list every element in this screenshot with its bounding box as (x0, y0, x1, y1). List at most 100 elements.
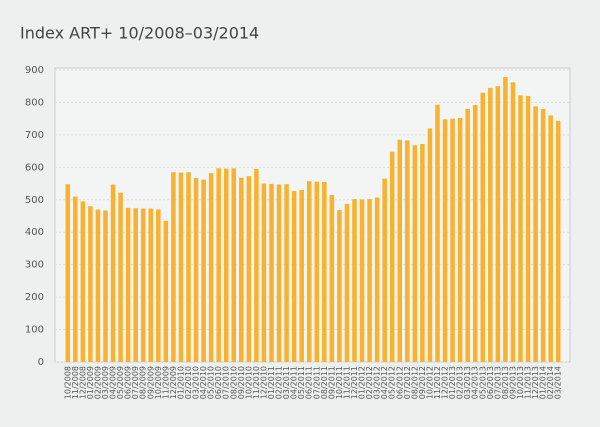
x-tick-label: 01/2010 (176, 366, 185, 399)
bar (450, 118, 455, 363)
bar (186, 172, 191, 362)
x-tick-label: 11/2008 (71, 366, 80, 399)
bar (171, 172, 176, 362)
x-tick-label: 05/2011 (297, 366, 306, 399)
bar (337, 210, 342, 362)
bar (405, 140, 410, 362)
x-tick-label: 04/2013 (471, 366, 480, 399)
bar (480, 92, 486, 362)
x-tick-label: 07/2012 (403, 366, 412, 399)
x-tick-label: 02/2014 (546, 366, 555, 399)
bar (525, 95, 531, 362)
y-tick-label: 200 (25, 292, 44, 303)
x-tick-label: 04/2011 (290, 366, 299, 399)
x-tick-label: 02/2009 (93, 366, 102, 399)
bar (472, 105, 478, 362)
x-tick-label: 11/2010 (252, 366, 261, 399)
bar (148, 208, 154, 362)
x-tick-label: 01/2009 (86, 366, 95, 399)
bar (284, 184, 289, 362)
bar (510, 82, 516, 362)
bar (231, 168, 237, 362)
bar (397, 139, 403, 362)
bar (427, 128, 433, 362)
bar (239, 177, 244, 362)
x-tick-label: 05/2012 (388, 366, 397, 399)
bar (314, 181, 320, 362)
x-tick-label: 12/2011 (350, 366, 359, 399)
x-tick-label: 11/2011 (342, 366, 351, 399)
x-tick-label: 02/2011 (275, 366, 284, 399)
x-tick-label: 03/2009 (101, 366, 110, 399)
y-tick-label: 800 (25, 97, 44, 108)
x-tick-label: 08/2012 (410, 366, 419, 399)
x-tick-label: 01/2013 (448, 366, 457, 399)
bar (488, 87, 493, 362)
x-tick-label: 04/2009 (109, 366, 118, 399)
x-tick-label: 10/2008 (63, 366, 72, 399)
x-tick-label: 12/2012 (441, 366, 450, 399)
bar (503, 77, 508, 362)
bar (88, 206, 93, 362)
x-tick-label: 01/2012 (358, 366, 367, 399)
bar (80, 201, 86, 362)
x-tick-label: 12/2010 (259, 366, 268, 399)
bar (156, 209, 161, 362)
bar (533, 106, 538, 363)
x-tick-label: 06/2012 (395, 366, 404, 399)
x-tick-label: 11/2013 (524, 366, 533, 399)
x-tick-label: 06/2010 (214, 366, 223, 399)
bar (299, 190, 304, 362)
x-tick-label: 05/2013 (478, 366, 487, 399)
x-tick-label: 05/2010 (207, 366, 216, 399)
x-tick-label: 07/2010 (222, 366, 231, 399)
x-tick-label: 11/2012 (433, 366, 442, 399)
x-tick-label: 08/2009 (139, 366, 148, 399)
bar (163, 220, 169, 362)
bar (125, 207, 131, 362)
bar (246, 176, 252, 362)
bar (442, 119, 448, 362)
x-tick-label: 10/2011 (335, 366, 344, 399)
bar (261, 183, 267, 362)
y-tick-label: 900 (25, 65, 44, 76)
bar (389, 151, 395, 362)
bar (344, 203, 350, 362)
bar (367, 199, 372, 362)
x-tick-label: 09/2013 (508, 366, 517, 399)
bar (133, 208, 138, 362)
x-tick-label: 07/2013 (493, 366, 502, 399)
bar (140, 208, 146, 362)
bar (95, 209, 101, 362)
x-tick-label: 03/2012 (373, 366, 382, 399)
x-tick-label: 12/2013 (531, 366, 540, 399)
bar (65, 184, 71, 362)
y-tick-label: 500 (25, 195, 44, 206)
x-tick-label: 03/2013 (463, 366, 472, 399)
bar (223, 168, 229, 362)
x-tick-label: 03/2010 (192, 366, 201, 399)
bar (103, 210, 108, 362)
bar (555, 120, 561, 362)
bar (73, 196, 78, 362)
bar (193, 178, 199, 362)
x-tick-label: 12/2009 (169, 366, 178, 399)
x-tick-label: 10/2010 (244, 366, 253, 399)
bar (201, 179, 206, 362)
y-tick-label: 300 (25, 260, 44, 271)
bar (540, 108, 546, 362)
bar (465, 108, 470, 362)
bar (208, 173, 214, 362)
y-tick-label: 600 (25, 162, 44, 173)
bar (548, 115, 553, 362)
x-tick-label: 07/2009 (131, 366, 140, 399)
x-tick-label: 05/2009 (116, 366, 125, 399)
bar (322, 181, 327, 362)
x-tick-label: 12/2008 (78, 366, 87, 399)
bar (269, 183, 274, 362)
x-tick-label: 06/2009 (124, 366, 133, 399)
bar (178, 172, 184, 362)
bar (291, 191, 297, 362)
bar (276, 184, 282, 362)
